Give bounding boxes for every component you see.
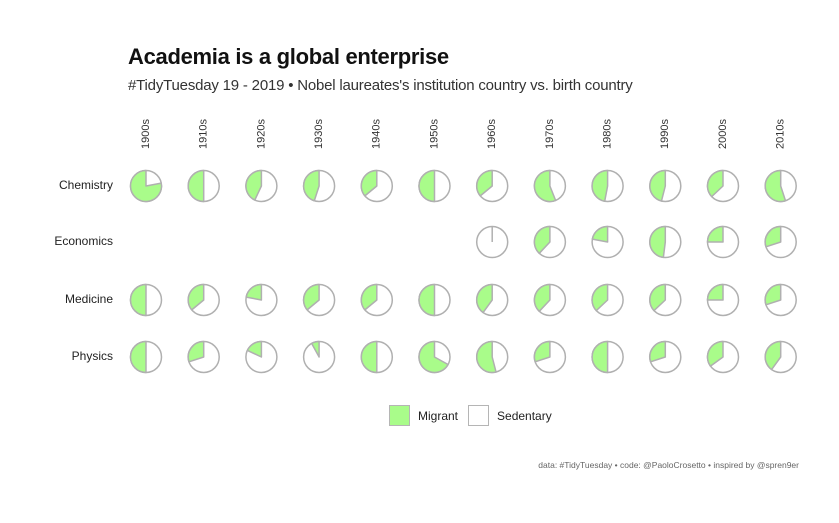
pie-migrant — [310, 340, 320, 358]
pie-migrant — [533, 283, 551, 313]
pie-migrant — [533, 225, 551, 255]
decade-label: 1900s — [140, 119, 152, 149]
pie-migrant — [706, 225, 724, 243]
pie-migrant — [764, 225, 782, 248]
pie-migrant — [245, 283, 263, 301]
category-label: Physics — [72, 349, 113, 363]
legend-label-migrant: Migrant — [418, 408, 459, 423]
pie-migrant — [533, 340, 551, 363]
legend-item-migrant: Migrant — [389, 405, 458, 426]
legend-key-sedentary — [468, 405, 490, 426]
legend-item-sedentary: Sedentary — [468, 405, 552, 426]
pie-migrant — [764, 169, 787, 203]
chart-subtitle: #TidyTuesday 19 - 2019 • Nobel laureates… — [128, 77, 633, 94]
legend: Migrant Sedentary — [389, 405, 562, 426]
decade-label: 2010s — [775, 119, 787, 149]
pie-migrant — [360, 169, 378, 197]
pie-migrant — [706, 283, 724, 301]
decade-label: 1960s — [486, 119, 498, 149]
pie-migrant — [129, 169, 163, 203]
pie-migrant — [187, 340, 205, 363]
legend-key-migrant — [389, 405, 410, 426]
decade-label: 1910s — [198, 119, 210, 149]
pie-migrant — [764, 283, 782, 306]
pie-migrant — [591, 169, 609, 202]
pie-migrant — [418, 340, 449, 374]
decade-label: 1940s — [371, 119, 383, 149]
caption: data: #TidyTuesday • code: @PaoloCrosett… — [538, 460, 799, 470]
pie-migrant — [475, 340, 497, 374]
pie-migrant — [187, 169, 205, 203]
decade-label: 1970s — [544, 119, 556, 149]
pie-migrant — [591, 225, 609, 243]
pie-migrant — [187, 283, 205, 311]
pie-migrant — [418, 169, 436, 203]
pie-migrant — [649, 340, 667, 363]
decade-label: 2000s — [717, 119, 729, 149]
pie-migrant — [475, 169, 493, 197]
pie-migrant — [302, 169, 320, 202]
decade-label: 1920s — [255, 119, 267, 149]
pie-migrant — [591, 283, 609, 312]
pie-migrant — [129, 283, 147, 317]
pie-migrant — [649, 169, 667, 202]
decade-label: 1990s — [659, 119, 671, 149]
pie-migrant — [706, 169, 724, 198]
pie-migrant — [706, 340, 724, 367]
pie-migrant — [649, 225, 667, 259]
pie-migrant — [129, 340, 147, 374]
category-label: Economics — [54, 234, 113, 248]
legend-label-sedentary: Sedentary — [497, 408, 552, 423]
pie-migrant — [418, 283, 436, 317]
pie-migrant — [764, 340, 782, 371]
pie-migrant — [476, 283, 493, 314]
pie-migrant — [246, 340, 263, 358]
decade-label: 1950s — [428, 119, 440, 149]
pie-migrant — [245, 169, 263, 201]
category-label: Chemistry — [59, 178, 113, 192]
category-label: Medicine — [65, 292, 113, 306]
pie-migrant — [360, 283, 378, 311]
chart-title: Academia is a global enterprise — [128, 44, 449, 69]
pie-migrant — [649, 283, 667, 312]
decade-label: 1980s — [602, 119, 614, 149]
decade-label: 1930s — [313, 119, 325, 149]
pie-migrant — [591, 340, 609, 374]
pie-migrant — [533, 169, 557, 203]
pie-migrant — [302, 283, 320, 311]
pie-migrant — [360, 340, 378, 374]
